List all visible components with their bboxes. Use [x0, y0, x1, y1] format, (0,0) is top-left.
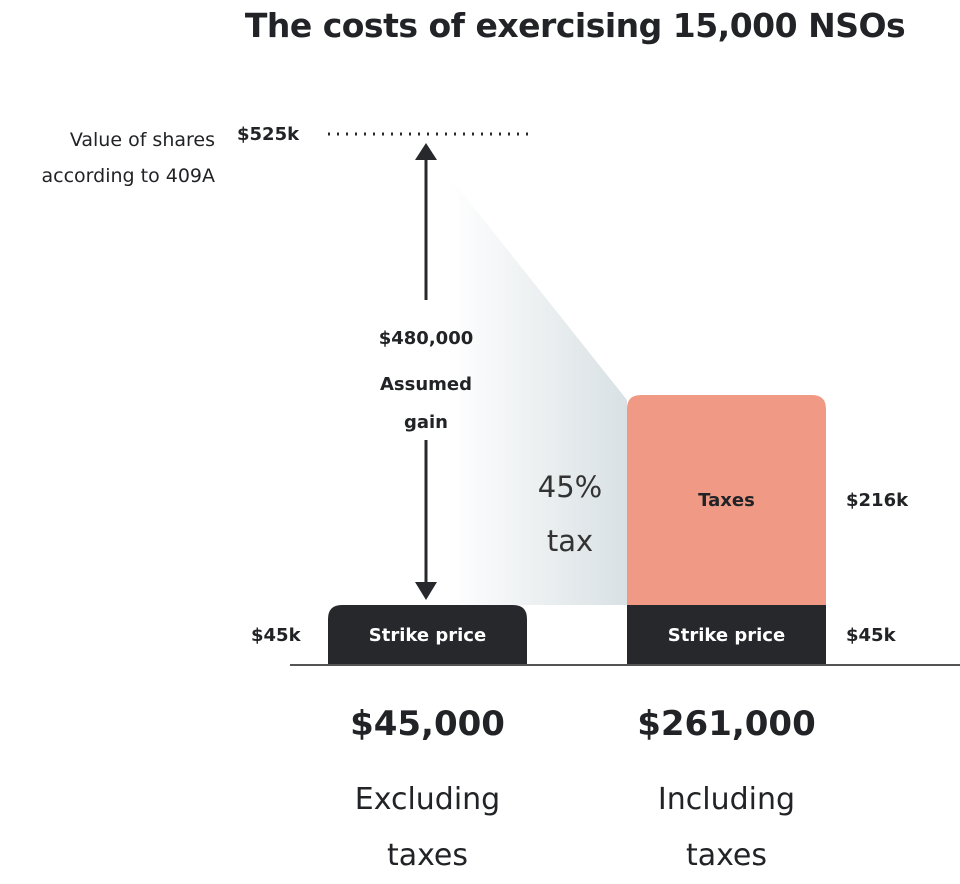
gain-gradient: [428, 150, 627, 605]
left-strike-label: Strike price: [368, 625, 487, 646]
total-excluding-amount: $45,000: [350, 704, 505, 744]
total-including-amount: $261,000: [637, 704, 816, 744]
arrow-up-head: [415, 143, 437, 160]
reference-label: Value of shares according to 409A: [40, 122, 216, 194]
tax-rate-word: tax: [546, 524, 594, 558]
total-including-line1: Including: [657, 782, 796, 817]
left-strike-value: $45k: [251, 625, 301, 646]
strike-price-bar: [627, 605, 826, 665]
total-excluding-line2: taxes: [386, 838, 469, 873]
right-strike-label: Strike price: [667, 625, 786, 646]
right-strike-value: $45k: [846, 625, 896, 646]
total-including-line2: taxes: [685, 838, 768, 873]
total-excluding-line1: Excluding: [354, 782, 501, 817]
taxes-bar-label: Taxes: [698, 490, 755, 511]
gain-label: Assumed gain: [379, 374, 473, 433]
reference-label-text: Value of shares according to 409A: [41, 129, 216, 187]
arrow-down-head: [415, 582, 437, 600]
tax-rate-pct: 45%: [537, 470, 603, 504]
chart-title: The costs of exercising 15,000 NSOs: [244, 6, 906, 45]
strike-price-bar: [328, 605, 527, 665]
reference-value: $525k: [237, 124, 300, 145]
taxes-value: $216k: [846, 490, 909, 511]
taxes-bar: [627, 395, 826, 605]
gain-amount: $480,000: [378, 328, 474, 349]
